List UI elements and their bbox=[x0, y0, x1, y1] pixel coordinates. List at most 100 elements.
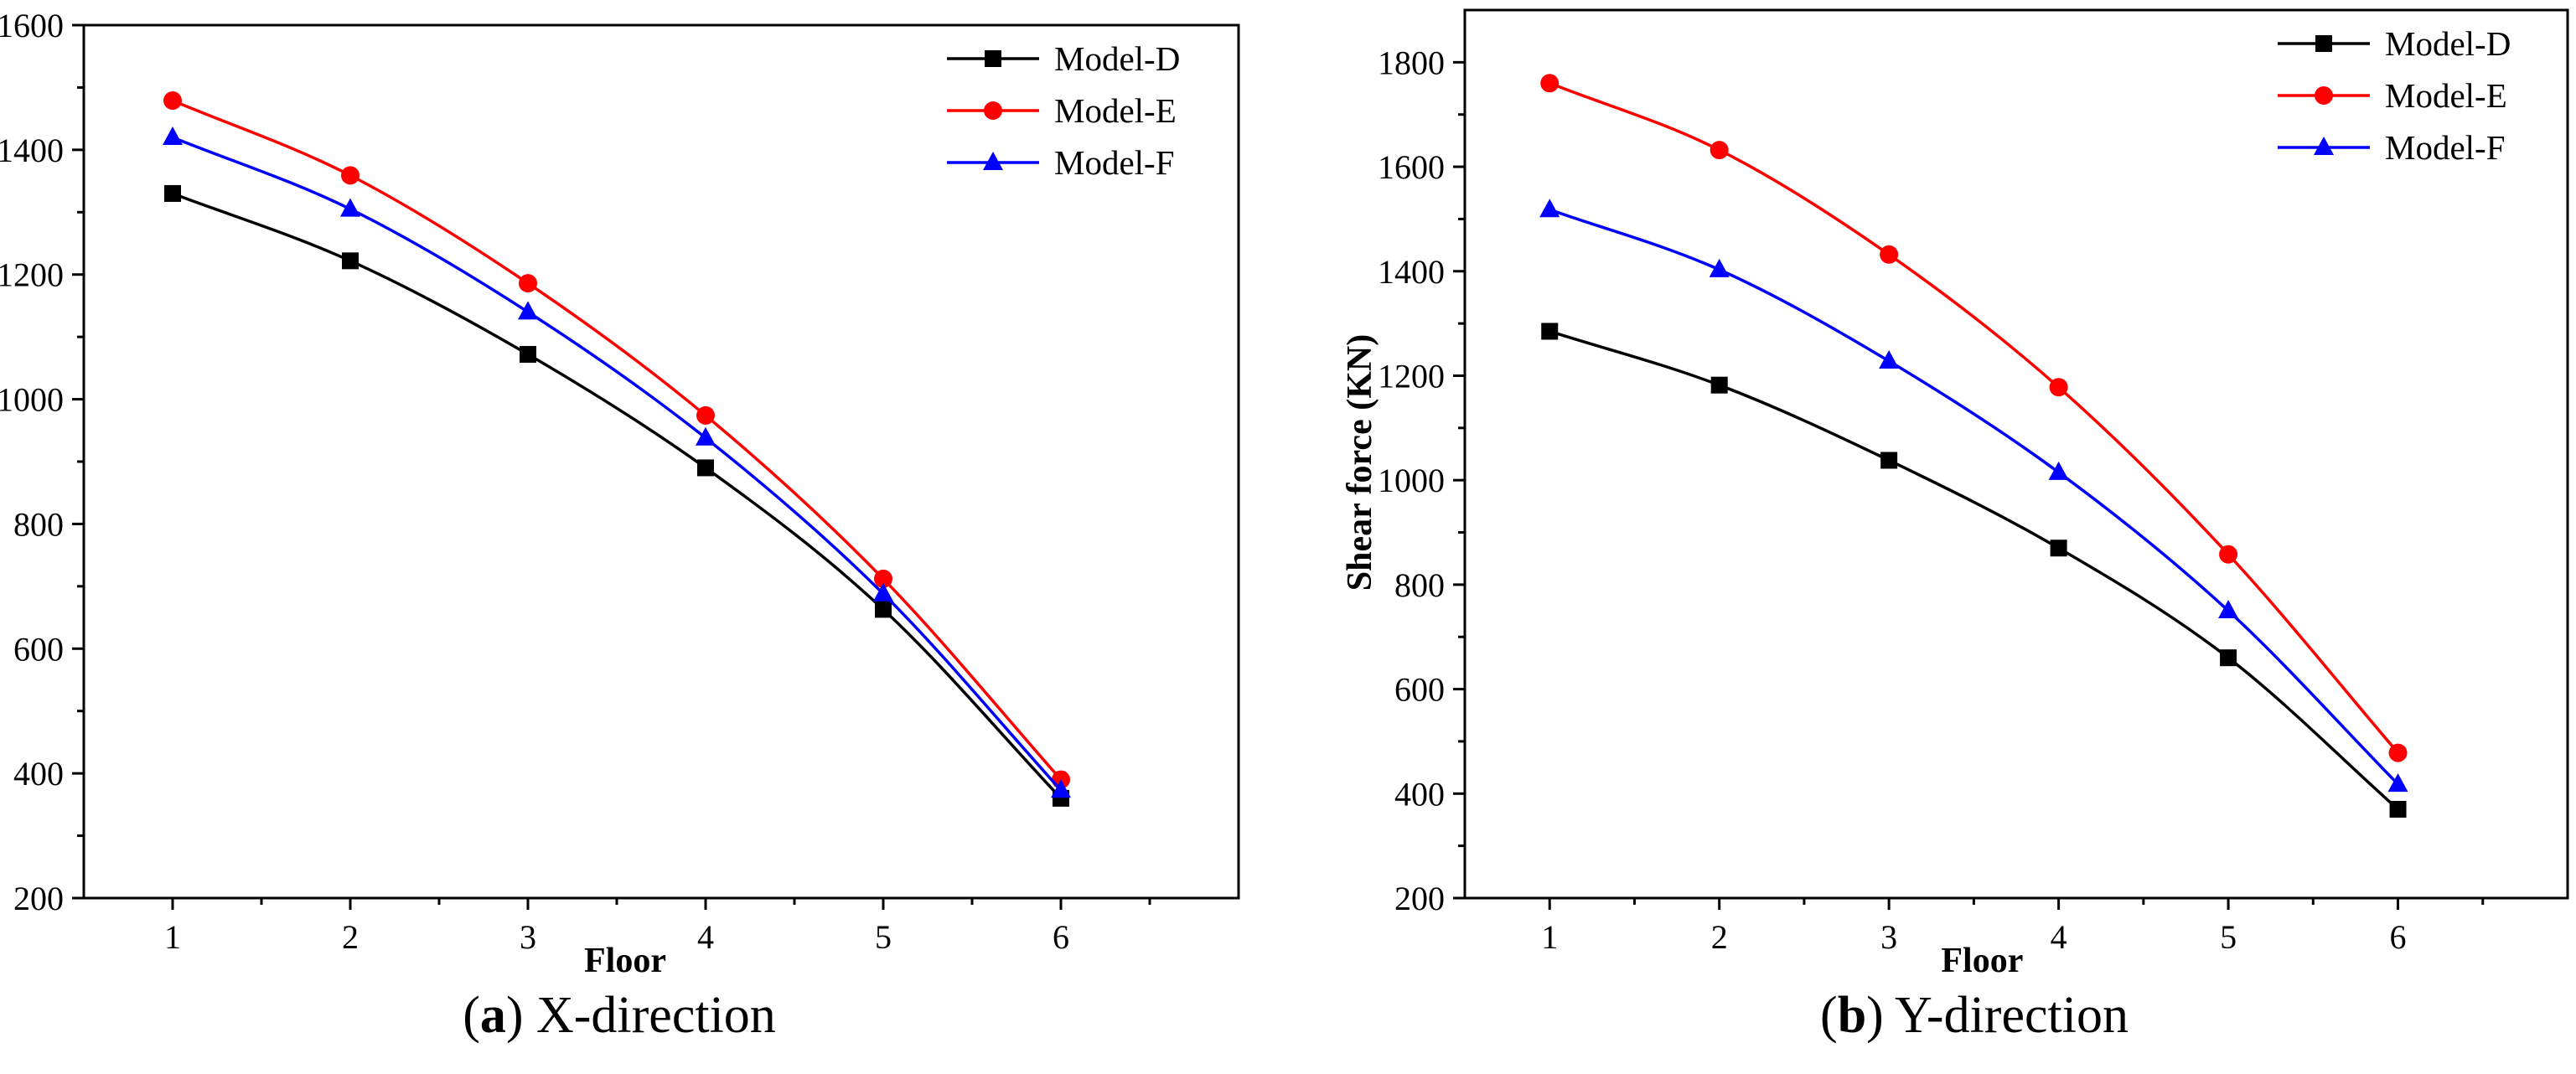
x-direction-series-model-f-point-1 bbox=[163, 126, 183, 145]
x-direction-series-model-f-point-6 bbox=[1051, 779, 1071, 798]
y-direction-series-model-f-point-2 bbox=[1709, 258, 1730, 277]
y-direction-legend-item-model-f: Model-F bbox=[2278, 128, 2506, 167]
x-direction-xtick-label-6: 6 bbox=[1053, 918, 1069, 956]
x-direction-legend-item-model-e: Model-E bbox=[947, 91, 1177, 130]
x-direction-legend-label-model-f: Model-F bbox=[1054, 143, 1175, 182]
y-direction-series-model-f-point-3 bbox=[1879, 350, 1900, 369]
y-direction-series-model-d-point-4 bbox=[2050, 540, 2067, 557]
chart-x-direction: 2004006008001000120014001600123456FloorS… bbox=[0, 7, 1240, 1044]
x-direction-series-model-d-point-4 bbox=[697, 459, 714, 477]
y-direction-ytick-label-1200: 1200 bbox=[1378, 357, 1445, 395]
x-direction-ytick-label-1200: 1200 bbox=[0, 256, 64, 294]
x-direction-caption-open-paren: ( bbox=[463, 987, 480, 1044]
x-direction-xtick-label-3: 3 bbox=[520, 918, 536, 956]
x-direction-series-model-f-point-2 bbox=[340, 198, 360, 217]
x-direction-ytick-label-1600: 1600 bbox=[0, 7, 64, 44]
x-direction-ytick-label-800: 800 bbox=[13, 505, 64, 543]
x-direction-legend-marker-model-f bbox=[983, 152, 1003, 170]
y-direction-series-model-e-point-5 bbox=[2219, 545, 2238, 564]
y-direction-ytick-label-1800: 1800 bbox=[1378, 44, 1445, 81]
x-direction-legend-item-model-d: Model-D bbox=[947, 39, 1180, 78]
y-direction-ytick-label-1000: 1000 bbox=[1378, 462, 1445, 499]
y-direction-caption-close-paren: ) bbox=[1866, 987, 1895, 1044]
x-direction-series-model-f-point-4 bbox=[696, 426, 716, 446]
y-direction-xtick-label-5: 5 bbox=[2220, 918, 2237, 956]
x-direction-series-model-f bbox=[163, 126, 1071, 798]
x-direction-series-model-e-point-4 bbox=[696, 405, 715, 425]
x-direction-legend-item-model-f: Model-F bbox=[947, 143, 1175, 182]
y-direction-series-model-d bbox=[1541, 323, 2407, 818]
x-direction-caption-letter: a bbox=[480, 987, 506, 1044]
x-direction-series-model-d bbox=[164, 184, 1069, 807]
x-direction-series-model-e-point-3 bbox=[519, 274, 537, 293]
y-direction-ytick-label-400: 400 bbox=[1394, 775, 1445, 813]
y-direction-xtick-label-3: 3 bbox=[1880, 918, 1897, 956]
y-direction-legend-marker-model-d bbox=[2315, 35, 2332, 52]
y-direction-legend-item-model-d: Model-D bbox=[2278, 24, 2511, 63]
y-direction-ytick-label-600: 600 bbox=[1394, 671, 1445, 709]
y-direction-x-axis-title: Floor bbox=[1941, 942, 2023, 980]
x-direction-ytick-label-400: 400 bbox=[13, 755, 64, 793]
y-direction-series-model-d-point-3 bbox=[1880, 452, 1898, 469]
x-direction-series-model-e-line bbox=[172, 99, 1063, 781]
x-direction-legend-marker-model-e bbox=[984, 101, 1002, 120]
x-direction-series-model-f-line bbox=[172, 136, 1063, 792]
x-direction-series-model-d-line bbox=[172, 192, 1063, 800]
y-direction-series-model-d-point-1 bbox=[1541, 323, 1559, 340]
y-direction-y-axis-title: Shear force (KN) bbox=[1341, 334, 1379, 591]
x-direction-legend-label-model-e: Model-E bbox=[1054, 91, 1177, 130]
y-direction-series-model-e-point-1 bbox=[1540, 74, 1560, 93]
y-direction-legend-label-model-d: Model-D bbox=[2385, 24, 2511, 63]
y-direction-caption-open-paren: ( bbox=[1820, 987, 1838, 1044]
y-direction-ytick-label-1400: 1400 bbox=[1378, 253, 1445, 291]
y-direction-series-model-f-point-4 bbox=[2048, 461, 2069, 480]
x-direction-ytick-label-1000: 1000 bbox=[0, 381, 64, 419]
y-direction-series-model-f-point-6 bbox=[2387, 773, 2408, 793]
x-direction-legend-label-model-d: Model-D bbox=[1054, 39, 1180, 78]
y-direction-ytick-label-1600: 1600 bbox=[1378, 148, 1445, 186]
x-direction-x-axis-title: Floor bbox=[584, 942, 666, 980]
y-direction-legend: Model-D Model-E Model-F bbox=[2278, 24, 2511, 167]
y-direction-series-model-e-point-3 bbox=[1880, 245, 1899, 264]
y-direction-series-model-d-line bbox=[1549, 329, 2399, 811]
y-direction-caption-text: Y-direction bbox=[1895, 987, 2129, 1044]
chart-panel-x-direction: 2004006008001000120014001600123456FloorS… bbox=[0, 0, 1288, 1070]
y-direction-xtick-label-2: 2 bbox=[1711, 918, 1728, 956]
x-direction-ytick-label-1400: 1400 bbox=[0, 132, 64, 169]
y-direction-caption-letter: b bbox=[1838, 987, 1866, 1044]
x-direction-series-model-d-point-2 bbox=[342, 252, 359, 270]
x-direction-series-model-e-point-1 bbox=[163, 91, 182, 111]
x-direction-legend: Model-D Model-E Model-F bbox=[947, 39, 1180, 182]
y-direction-xtick-label-1: 1 bbox=[1541, 918, 1558, 956]
y-direction-series-model-e-point-6 bbox=[2388, 743, 2408, 762]
y-direction-series-model-f bbox=[1539, 199, 2408, 793]
y-direction-ytick-label-200: 200 bbox=[1394, 880, 1445, 917]
y-direction-series-model-f-line bbox=[1549, 208, 2399, 786]
y-direction-legend-marker-model-f bbox=[2314, 137, 2334, 155]
y-direction-legend-item-model-e: Model-E bbox=[2278, 76, 2507, 115]
y-direction-series-model-f-point-1 bbox=[1539, 199, 1560, 218]
y-direction-legend-label-model-e: Model-E bbox=[2385, 76, 2507, 115]
x-direction-xtick-label-2: 2 bbox=[342, 918, 359, 956]
x-direction-series-model-e-point-5 bbox=[874, 569, 892, 588]
x-direction-series-model-e bbox=[163, 91, 1070, 789]
y-direction-series-model-d-point-5 bbox=[2220, 649, 2237, 667]
y-direction-series-model-f-point-5 bbox=[2218, 600, 2239, 619]
y-direction-caption: (b) Y-direction bbox=[1820, 987, 2129, 1044]
chart-y-direction: 200 400 600 800 1000 1200 1400 1600 1800 1 2 3 4 5 6 Fl… bbox=[1341, 8, 2569, 1044]
x-direction-xtick-label-1: 1 bbox=[164, 918, 181, 956]
x-direction-legend-marker-model-d bbox=[985, 50, 1001, 67]
y-direction-series-model-d-point-2 bbox=[1710, 376, 1728, 394]
y-direction-series-model-e-point-2 bbox=[1710, 141, 1729, 160]
y-direction-ytick-label-800: 800 bbox=[1394, 566, 1445, 604]
x-direction-caption-text: X-direction bbox=[536, 987, 776, 1044]
y-direction-plot-frame bbox=[1463, 8, 2569, 900]
x-direction-caption-close-paren: ) bbox=[506, 987, 536, 1044]
x-direction-series-model-d-point-5 bbox=[875, 601, 892, 618]
x-direction-series-model-d-point-3 bbox=[520, 345, 536, 363]
y-direction-xtick-label-4: 4 bbox=[2051, 918, 2067, 956]
x-direction-caption: (a) X-direction bbox=[463, 987, 776, 1044]
x-direction-series-model-f-point-3 bbox=[518, 301, 538, 320]
y-direction-series-model-e-point-4 bbox=[2049, 378, 2068, 397]
x-direction-xtick-label-5: 5 bbox=[875, 918, 892, 956]
